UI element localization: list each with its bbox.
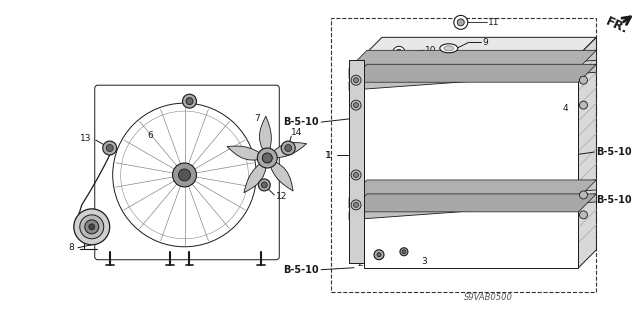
Bar [364,55,579,268]
Circle shape [262,153,272,163]
Circle shape [259,179,270,191]
Circle shape [374,250,384,260]
Polygon shape [349,194,596,220]
Text: 9: 9 [483,38,488,47]
Text: S9VAB0500: S9VAB0500 [464,293,513,302]
Polygon shape [349,50,596,78]
Circle shape [353,103,358,108]
Polygon shape [349,64,596,82]
Circle shape [84,220,99,234]
Circle shape [281,141,295,155]
Circle shape [579,191,588,199]
Polygon shape [349,60,364,263]
FancyBboxPatch shape [95,85,279,260]
Ellipse shape [440,44,458,53]
Text: 6: 6 [148,130,154,140]
Text: 12: 12 [276,192,287,201]
Circle shape [396,49,402,55]
Bar [331,19,596,292]
Text: 10: 10 [425,46,436,55]
Circle shape [80,215,104,239]
Circle shape [400,248,408,256]
Circle shape [179,169,191,181]
Circle shape [74,209,109,245]
Text: B-5-10: B-5-10 [284,265,319,275]
Circle shape [351,170,361,180]
Circle shape [186,98,193,105]
Text: 5: 5 [367,209,373,219]
Text: 4: 4 [563,104,568,113]
Polygon shape [259,116,271,158]
Polygon shape [364,37,596,55]
Circle shape [351,200,361,210]
Circle shape [353,173,358,177]
Circle shape [579,101,588,109]
Polygon shape [349,50,596,68]
Text: 7: 7 [255,114,260,122]
Circle shape [261,182,268,188]
Text: 1: 1 [326,151,332,160]
Circle shape [393,46,405,58]
Circle shape [121,111,248,239]
Circle shape [353,202,358,207]
Circle shape [377,253,381,257]
Circle shape [89,224,95,230]
Polygon shape [579,37,596,268]
Circle shape [579,211,588,219]
Circle shape [454,15,468,29]
Polygon shape [244,158,268,193]
Polygon shape [349,194,596,212]
Polygon shape [227,146,268,160]
Text: B-5-10: B-5-10 [596,147,632,157]
Circle shape [351,75,361,85]
Text: 8: 8 [68,243,74,252]
Circle shape [579,76,588,84]
Polygon shape [349,64,596,90]
Text: 14: 14 [291,128,303,137]
Circle shape [353,78,358,83]
Polygon shape [349,180,596,198]
Text: 11: 11 [488,18,499,27]
Circle shape [103,141,116,155]
Text: 1: 1 [325,151,331,160]
Text: 2: 2 [357,259,363,268]
Circle shape [106,145,113,152]
Polygon shape [268,143,307,158]
Text: 3: 3 [421,257,427,266]
Text: B-5-10: B-5-10 [284,117,319,127]
Circle shape [351,100,361,110]
Circle shape [458,19,464,26]
Circle shape [113,103,257,247]
Circle shape [257,148,277,168]
Polygon shape [349,180,596,208]
Text: B-5-10: B-5-10 [596,195,632,205]
Circle shape [173,163,196,187]
Polygon shape [268,158,293,191]
Text: 13: 13 [80,134,92,143]
Text: FR.: FR. [604,15,630,36]
Ellipse shape [444,46,454,51]
Circle shape [402,250,406,254]
Circle shape [285,145,292,152]
Circle shape [182,94,196,108]
